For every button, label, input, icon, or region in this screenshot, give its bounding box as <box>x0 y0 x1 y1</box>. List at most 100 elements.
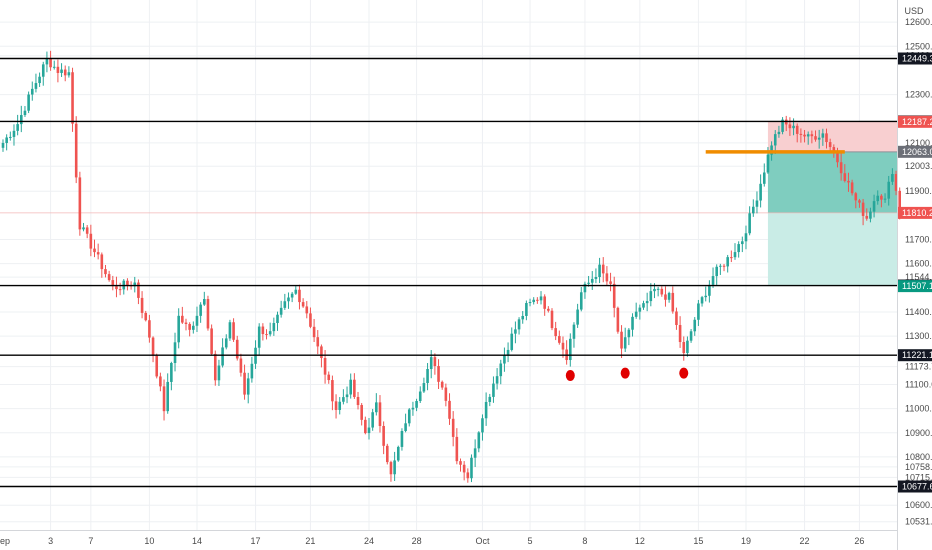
candle-body <box>781 119 784 132</box>
candle-body <box>224 338 228 348</box>
candle-body <box>517 319 521 330</box>
x-tick-label: 3 <box>48 536 53 546</box>
candle-body <box>550 310 554 329</box>
candle-body <box>213 353 217 381</box>
candle-body <box>104 269 107 275</box>
candle-body <box>45 58 49 65</box>
level-badge <box>898 480 932 493</box>
candle-body <box>795 125 799 134</box>
red-dot-marker <box>565 370 575 382</box>
x-tick-label: 17 <box>251 536 261 546</box>
candle-body <box>316 337 320 347</box>
candle-body <box>342 397 345 402</box>
candle-body <box>16 124 19 131</box>
candle-body <box>199 304 202 316</box>
candle-body <box>715 266 718 277</box>
candle-body <box>312 326 316 338</box>
candle-body <box>495 376 499 384</box>
candle-body <box>12 130 16 137</box>
candle-body <box>590 278 594 283</box>
candle-body <box>148 320 151 338</box>
candle-body <box>331 380 334 402</box>
candle-body <box>612 283 616 308</box>
y-tick-label: 10531.8 <box>905 517 932 527</box>
candle-body <box>686 340 689 354</box>
candle-body <box>462 464 466 473</box>
candle-body <box>404 423 407 432</box>
candle-body <box>773 134 777 146</box>
candle-body <box>510 333 514 350</box>
candle-body <box>444 387 448 401</box>
price-axis: USD 12600.012500.012460.912300.012100.01… <box>897 0 932 550</box>
candle-body <box>514 329 517 334</box>
candle-body <box>806 134 810 137</box>
y-tick-label: 10758.6 <box>905 462 932 472</box>
candle-body <box>93 248 96 253</box>
candle-body <box>843 173 847 181</box>
candle-body <box>525 302 528 316</box>
candle-body <box>880 195 883 200</box>
candle-body <box>748 213 751 234</box>
candle-body <box>82 227 85 230</box>
candle-body <box>788 124 792 129</box>
candle-body <box>554 328 557 337</box>
candle-body <box>459 461 462 465</box>
candle-body <box>583 283 587 293</box>
annotations <box>565 150 845 382</box>
x-tick-label: 15 <box>693 536 703 546</box>
candle-body <box>579 292 583 310</box>
candle-body <box>638 307 642 312</box>
candle-body <box>360 405 363 420</box>
candle-body <box>38 76 41 84</box>
price-badge-label: 11507.1 <box>902 281 932 291</box>
candle-body <box>664 294 667 300</box>
candle-body <box>825 133 828 143</box>
candle-body <box>437 366 440 382</box>
candle-body <box>865 215 869 219</box>
candle-body <box>543 296 546 309</box>
candle-body <box>78 177 82 230</box>
candle-body <box>426 369 429 384</box>
x-tick-label: 28 <box>412 536 422 546</box>
candle-body <box>891 174 894 182</box>
candle-body <box>770 145 773 155</box>
candle-body <box>151 337 155 356</box>
candle-body <box>484 401 488 419</box>
x-tick-label: 21 <box>305 536 315 546</box>
candle-body <box>620 331 623 349</box>
red-dot-marker <box>620 367 630 379</box>
candle-body <box>440 381 444 388</box>
candle-body <box>429 357 433 370</box>
candle-body <box>521 315 525 320</box>
candle-body <box>803 134 806 137</box>
candle-body <box>353 379 356 397</box>
candle-body <box>569 338 572 361</box>
candle-body <box>572 324 576 339</box>
candle-body <box>473 448 477 458</box>
candle-body <box>433 357 437 367</box>
candle-body <box>499 363 503 377</box>
candle-body <box>415 401 418 408</box>
candle-body <box>34 83 38 89</box>
candle-body <box>649 291 653 302</box>
candle-body <box>850 182 854 194</box>
candle-body <box>448 400 451 419</box>
candle-body <box>627 329 631 338</box>
candle-body <box>144 312 148 321</box>
candle-body <box>232 322 235 340</box>
candle-body <box>246 378 250 395</box>
x-tick-label: 14 <box>192 536 202 546</box>
candle-body <box>887 181 891 199</box>
x-tick-label: 22 <box>800 536 810 546</box>
profit-zone-remaining <box>767 212 897 286</box>
price-badge <box>898 145 932 158</box>
candle-body <box>85 227 89 234</box>
candle-body <box>418 391 422 402</box>
y-tick-label: 11300.0 <box>905 331 932 341</box>
profit-zone-realized <box>767 151 897 213</box>
candle-body <box>645 301 649 304</box>
y-tick-label: 12100.0 <box>905 138 932 148</box>
y-tick-label: 11544.3 <box>905 272 932 282</box>
candle-body <box>177 315 180 343</box>
candle-body <box>375 402 378 413</box>
